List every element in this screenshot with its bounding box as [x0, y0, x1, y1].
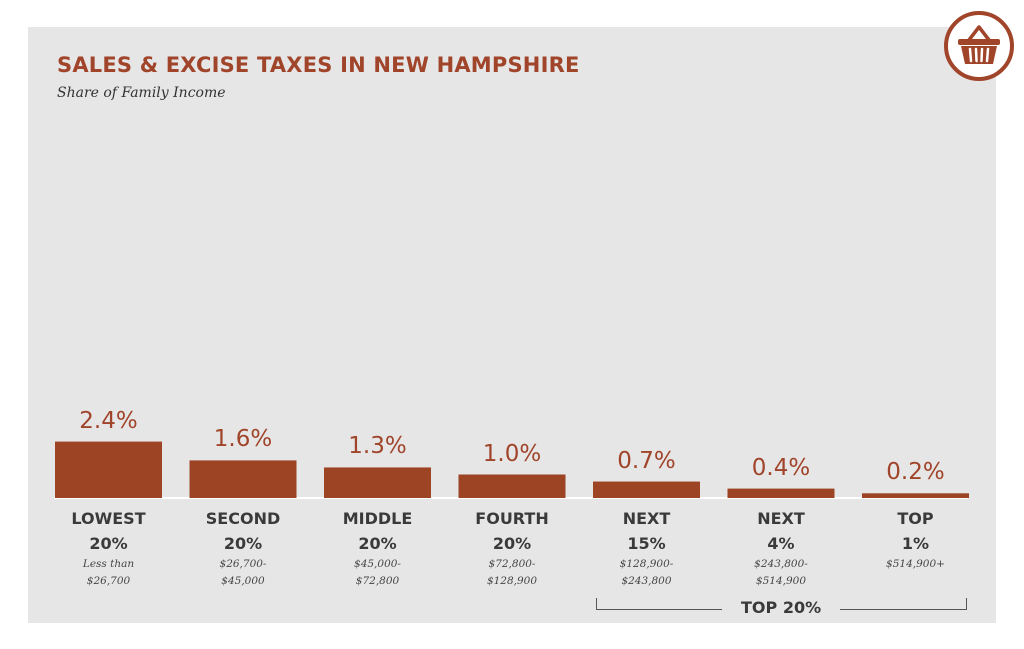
income-range-line1-3: $45,000- — [354, 558, 401, 570]
bar-5 — [593, 481, 700, 498]
income-range-line1-4: $72,800- — [488, 558, 536, 570]
income-range-2: $26,700- $45,000 — [173, 556, 313, 590]
category-name-2: SECOND — [205, 509, 281, 528]
income-range-line1-5: $128,900- — [619, 558, 674, 570]
income-range-1: Less than $26,700 — [39, 556, 179, 590]
value-label-6: 0.4% — [751, 454, 811, 481]
category-pct-1: 20% — [89, 534, 128, 553]
value-label-7: 0.2% — [886, 459, 945, 486]
group-bracket-line-right — [840, 609, 967, 610]
income-range-5: $128,900- $243,800 — [577, 556, 717, 590]
bar-7 — [862, 493, 969, 498]
bar-4 — [458, 474, 566, 498]
category-pct-2: 20% — [223, 534, 263, 553]
income-range-line2-1: $26,700 — [86, 575, 131, 587]
income-range-line1-2: $26,700- — [219, 558, 267, 570]
category-pct-7: 1% — [901, 534, 930, 553]
category-label-1: LOWEST 20% — [39, 506, 179, 556]
category-name-5: NEXT — [622, 509, 671, 528]
chart-panel — [28, 27, 996, 623]
category-name-7: TOP — [897, 509, 934, 528]
group-bracket-left — [596, 598, 597, 610]
bar-1 — [55, 441, 162, 498]
category-label-2: SECOND 20% — [173, 506, 313, 556]
category-name-6: NEXT — [757, 509, 805, 528]
income-range-line2-3: $72,800 — [355, 575, 400, 587]
income-range-4: $72,800- $128,900 — [442, 556, 582, 590]
group-label: TOP 20% — [741, 598, 822, 617]
category-label-7: TOP 1% — [846, 506, 986, 556]
value-label-3: 1.3% — [348, 433, 407, 460]
income-range-line1-6: $243,800- — [754, 558, 808, 570]
category-label-5: NEXT 15% — [577, 506, 717, 556]
bar-2 — [189, 460, 297, 498]
group-bracket-line-left — [596, 609, 722, 610]
category-name-1: LOWEST — [71, 509, 146, 528]
category-pct-3: 20% — [358, 534, 397, 553]
income-range-7: $514,900+ — [846, 556, 986, 573]
shopping-basket-icon — [943, 10, 1015, 82]
income-range-line2-5: $243,800 — [621, 575, 672, 587]
income-range-line1-7: $514,900+ — [886, 558, 945, 570]
income-range-line2-4: $128,900 — [486, 575, 538, 587]
income-range-6: $243,800- $514,900 — [711, 556, 851, 590]
chart-subtitle: Share of Family Income — [57, 85, 226, 101]
group-bracket-right — [966, 598, 967, 610]
category-pct-5: 15% — [627, 534, 666, 553]
value-label-1: 2.4% — [79, 407, 138, 434]
category-pct-6: 4% — [767, 534, 795, 553]
category-label-4: FOURTH 20% — [442, 506, 582, 556]
income-range-line2-2: $45,000 — [221, 575, 265, 587]
income-range-3: $45,000- $72,800 — [308, 556, 448, 590]
bar-6 — [727, 488, 835, 498]
category-label-3: MIDDLE 20% — [308, 506, 448, 556]
chart-title: SALES & EXCISE TAXES IN NEW HAMPSHIRE — [57, 53, 580, 77]
income-range-line1-1: Less than — [82, 558, 135, 570]
category-pct-4: 20% — [492, 534, 532, 553]
category-label-6: NEXT 4% — [711, 506, 851, 556]
value-label-2: 1.6% — [213, 426, 273, 453]
income-range-line2-6: $514,900 — [755, 575, 807, 587]
bar-3 — [324, 467, 431, 498]
category-name-3: MIDDLE — [342, 509, 413, 528]
value-label-5: 0.7% — [617, 447, 676, 474]
value-label-4: 1.0% — [482, 440, 542, 467]
category-name-4: FOURTH — [475, 509, 549, 528]
